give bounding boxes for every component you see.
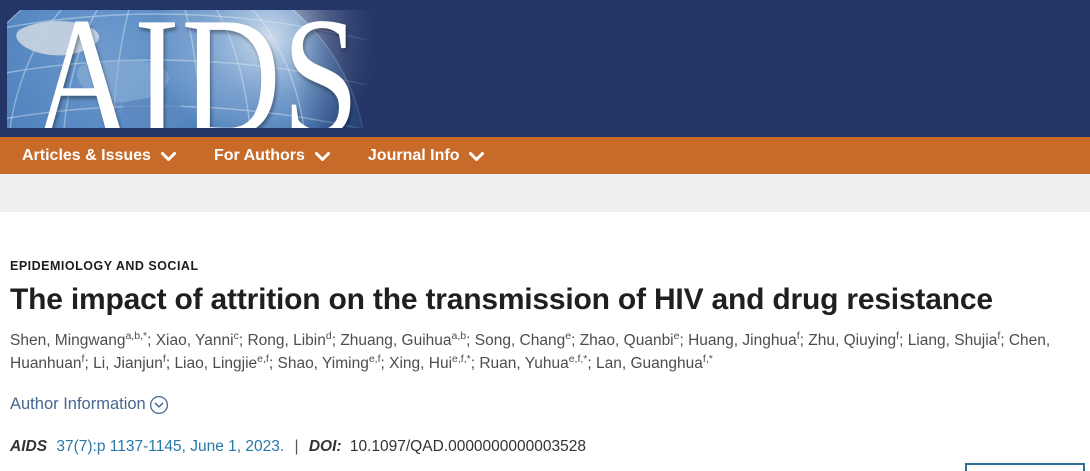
author: Ruan, Yuhuae,f,*	[479, 352, 588, 372]
author: Zhao, Quanbie	[579, 329, 680, 349]
nav-label: For Authors	[213, 146, 305, 164]
journal-banner: AIDS	[0, 0, 1090, 137]
chevron-down-icon	[314, 151, 330, 161]
author: Li, Jianjunf	[93, 352, 166, 372]
nav-label: Journal Info	[367, 146, 460, 164]
subheader-strip	[0, 174, 1090, 212]
doi-value: 10.1097/QAD.0000000000003528	[349, 438, 586, 455]
doi-label: DOI:	[308, 438, 342, 455]
author: Xing, Huie,f,*	[389, 352, 471, 372]
main-navbar: Articles & Issues For Authors Journal In…	[0, 137, 1090, 174]
chevron-down-icon	[160, 151, 176, 161]
journal-logo-text: AIDS	[33, 10, 361, 128]
author: Shen, Mingwanga,b,*	[10, 329, 148, 349]
citation-journal: AIDS	[10, 438, 48, 455]
nav-item-for-authors[interactable]: For Authors	[214, 147, 330, 165]
author: Huang, Jinghuaf	[688, 329, 800, 349]
nav-item-articles-issues[interactable]: Articles & Issues	[22, 147, 176, 165]
aids-logo[interactable]: AIDS	[7, 10, 385, 128]
author-information-toggle[interactable]: Author Information	[10, 393, 169, 415]
chevron-down-circle-icon	[149, 395, 168, 415]
author: Liang, Shujiaf	[907, 329, 1001, 349]
author: Shao, Yiminge,f	[277, 352, 381, 372]
author: Liao, Lingjiee,f	[174, 352, 269, 372]
article-section-label: EPIDEMIOLOGY AND SOCIAL	[10, 259, 199, 273]
author: Song, Change	[474, 329, 572, 349]
nav-label: Articles & Issues	[22, 146, 151, 164]
author: Zhu, Qiuyingf	[808, 329, 900, 349]
author: Zhuang, Guihuaa,b	[340, 329, 467, 349]
authors-list: Shen, Mingwanga,b,*; Xiao, Yannic; Rong,…	[10, 329, 1051, 372]
citation-line: AIDS 37(7):p 1137-1145, June 1, 2023. | …	[10, 438, 1080, 456]
citation-separator: |	[294, 438, 299, 455]
article-header: EPIDEMIOLOGY AND SOCIAL The impact of at…	[0, 212, 1090, 456]
author: Xiao, Yannic	[155, 329, 239, 349]
nav-item-journal-info[interactable]: Journal Info	[368, 147, 485, 165]
globe-graphic	[7, 10, 385, 128]
author: Lan, Guanghuaf,*	[596, 352, 713, 372]
partial-button-box[interactable]	[965, 463, 1085, 471]
author-information-label: Author Information	[10, 394, 146, 413]
author: Chen, Huanhuanf	[10, 332, 1051, 372]
citation-reference[interactable]: 37(7):p 1137-1145, June 1, 2023.	[56, 438, 285, 455]
chevron-down-icon	[469, 151, 485, 161]
article-title: The impact of attrition on the transmiss…	[10, 283, 993, 316]
author: Rong, Libind	[247, 329, 332, 349]
